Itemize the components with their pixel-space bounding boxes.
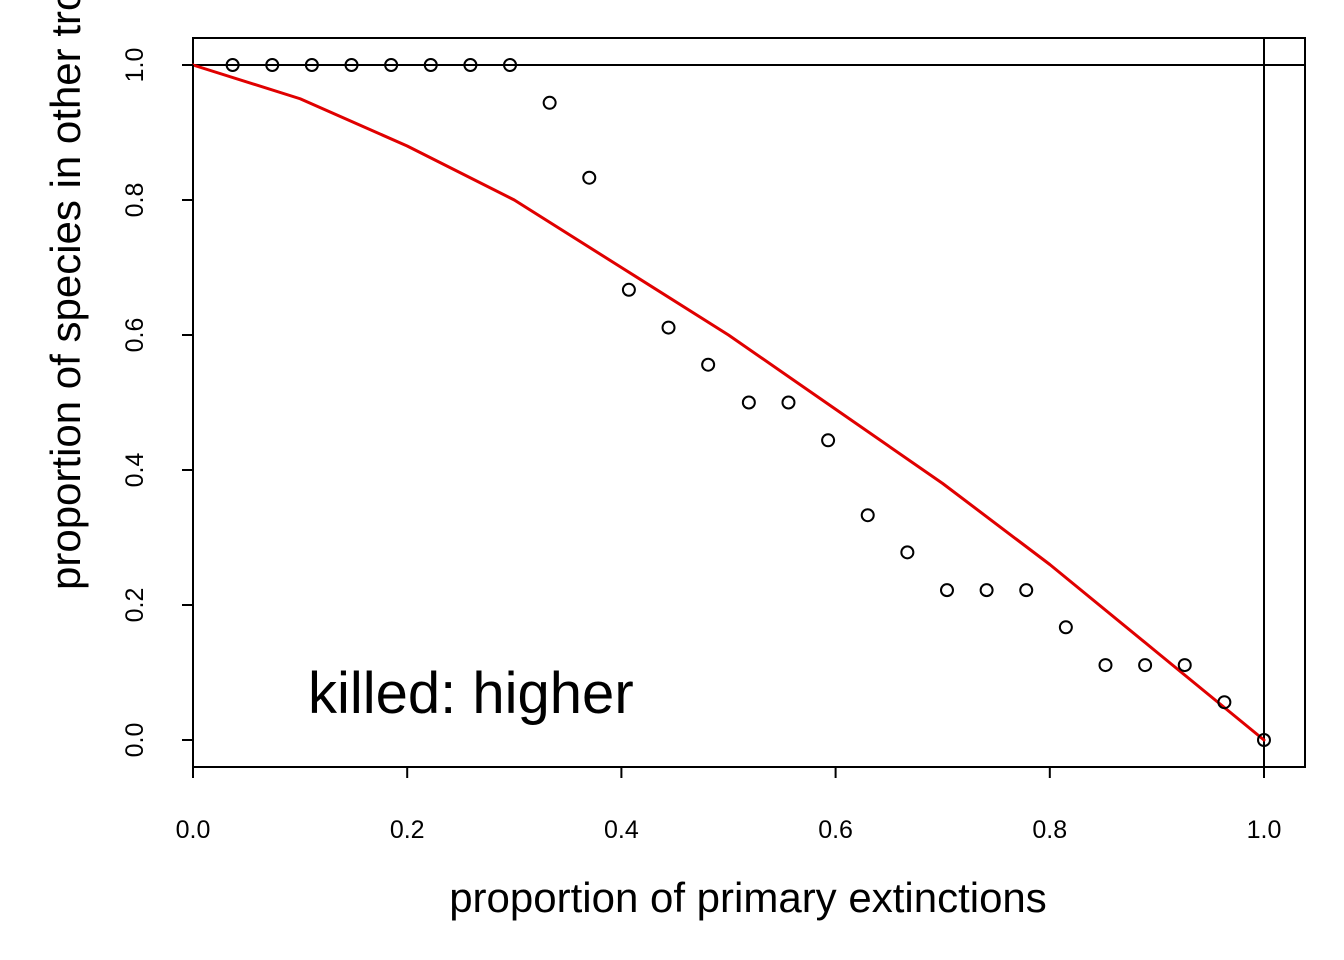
scatter-point <box>979 583 994 598</box>
scatter-point <box>344 58 359 72</box>
plot-frame <box>192 37 1306 768</box>
plot-content <box>191 37 1306 768</box>
scatter-point <box>582 170 597 185</box>
scatter-point <box>304 58 319 72</box>
scatter-point <box>265 58 280 72</box>
scatter-point <box>900 545 915 560</box>
scatter-point <box>661 320 676 335</box>
x-tick-label: 0.2 <box>390 816 425 844</box>
scatter-point <box>621 282 636 297</box>
scatter-point <box>1058 620 1073 635</box>
scatter-point <box>701 357 716 372</box>
scatter-point <box>1138 658 1153 673</box>
y-tick-label: 0.6 <box>121 318 149 353</box>
y-axis-title: proportion of species in other trophic l… <box>42 0 89 590</box>
axis-ticks: 0.0 0.2 0.4 0.6 0.8 1.0 0.0 0.2 0.4 0.6 0.8 1.0 <box>121 48 1281 844</box>
scatter-point <box>939 583 954 598</box>
scatter-point <box>503 58 518 72</box>
scatter-point <box>781 395 796 410</box>
x-tick-label: 1.0 <box>1247 816 1282 844</box>
scatter-point <box>741 395 756 410</box>
scatter-point <box>423 58 438 72</box>
scatter-point <box>1177 658 1192 673</box>
scatter-point <box>860 508 875 523</box>
scatter-point <box>1098 658 1113 673</box>
scatter-point <box>1217 695 1232 710</box>
chart-annotation: killed: higher <box>308 661 634 726</box>
scatter-point <box>1257 733 1271 747</box>
x-tick-label: 0.4 <box>604 816 639 844</box>
scatter-point <box>1019 583 1034 598</box>
y-tick-label: 0.8 <box>121 183 149 218</box>
y-tick-label: 1.0 <box>121 48 149 83</box>
scatter-point <box>821 433 836 448</box>
x-tick-label: 0.6 <box>818 816 853 844</box>
x-tick-label: 0.8 <box>1032 816 1067 844</box>
scatter-point <box>463 58 478 72</box>
x-tick-label: 0.0 <box>176 816 211 844</box>
scatter-point <box>542 95 557 110</box>
y-tick-label: 0.4 <box>121 453 149 488</box>
scatter-point <box>384 58 399 72</box>
scatter-point <box>225 58 240 72</box>
y-tick-label: 0.0 <box>121 723 149 758</box>
y-tick-label: 0.2 <box>121 588 149 623</box>
x-axis-title: proportion of primary extinctions <box>449 874 1047 921</box>
fit-line <box>191 63 1266 742</box>
